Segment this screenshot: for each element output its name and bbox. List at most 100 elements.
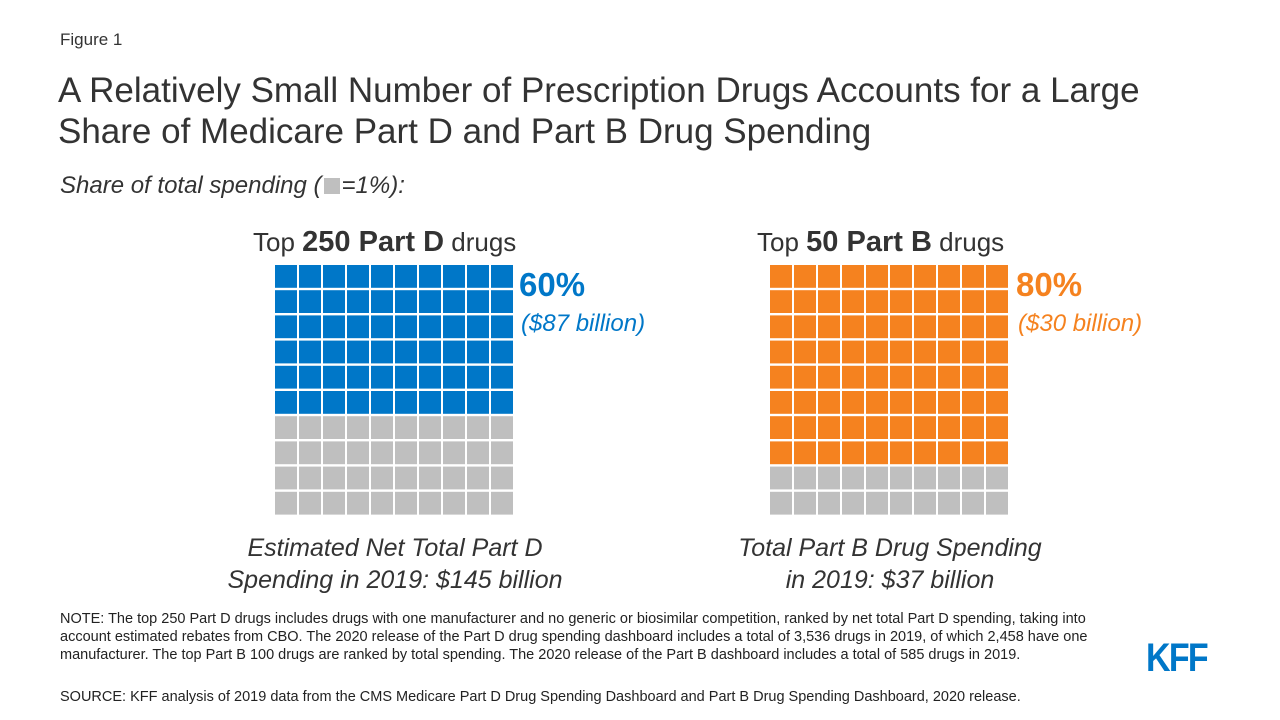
part-b-filled-cell [842, 441, 864, 465]
part-b-filled-cell [794, 441, 816, 465]
part-b-filled-cell [842, 365, 864, 389]
part-b-filled-cell [866, 391, 888, 414]
part-b-empty-cell [842, 466, 864, 490]
part-b-filled-cell [962, 340, 984, 364]
part-b-empty-cell [914, 491, 936, 515]
part-b-filled-cell [890, 365, 912, 389]
part-b-filled-cell [962, 391, 984, 414]
part-d-empty-cell [299, 491, 321, 515]
part-d-filled-cell [323, 365, 345, 389]
part-d-filled-cell [395, 365, 417, 389]
part-d-filled-cell [275, 365, 297, 389]
part-b-header: Top 50 Part B drugs [757, 226, 1005, 258]
part-d-filled-cell [275, 391, 297, 414]
part-b-percent: 80% [1016, 266, 1083, 303]
part-b-filled-cell [842, 340, 864, 364]
part-b-filled-cell [986, 391, 1008, 414]
part-d-empty-cell [443, 416, 465, 439]
part-d-filled-cell [419, 265, 441, 288]
part-d-filled-cell [371, 365, 393, 389]
part-b-filled-cell [770, 290, 792, 313]
part-b-filled-cell [770, 416, 792, 439]
chart-title: A Relatively Small Number of Prescriptio… [58, 71, 1140, 151]
part-b-filled-cell [770, 265, 792, 288]
part-d-empty-cell [347, 466, 369, 490]
part-b-amount: ($30 billion) [1018, 310, 1143, 337]
part-d-filled-cell [443, 365, 465, 389]
part-b-filled-cell [818, 365, 840, 389]
part-b-filled-cell [866, 315, 888, 339]
part-d-empty-cell [371, 416, 393, 439]
part-d-filled-cell [323, 265, 345, 288]
part-b-filled-cell [866, 365, 888, 389]
part-b-empty-cell [962, 466, 984, 490]
note-text: NOTE: The top 250 Part D drugs includes … [60, 611, 1088, 663]
part-d-filled-cell [491, 290, 513, 313]
part-d-empty-cell [323, 416, 345, 439]
part-b-filled-cell [938, 315, 960, 339]
part-b-filled-cell [914, 315, 936, 339]
part-d-filled-cell [299, 365, 321, 389]
part-d-filled-cell [443, 391, 465, 414]
part-b-filled-cell [794, 416, 816, 439]
part-d-filled-cell [443, 340, 465, 364]
part-d-empty-cell [419, 416, 441, 439]
kff-logo: KFF [1146, 636, 1209, 680]
part-b-filled-cell [794, 391, 816, 414]
part-b-filled-cell [914, 290, 936, 313]
part-d-empty-cell [443, 491, 465, 515]
part-b-filled-cell [914, 340, 936, 364]
part-d-filled-cell [419, 290, 441, 313]
part-d-empty-cell [467, 416, 489, 439]
part-b-filled-cell [890, 391, 912, 414]
part-b-filled-cell [962, 265, 984, 288]
part-b-filled-cell [770, 391, 792, 414]
part-d-filled-cell [323, 290, 345, 313]
part-d-filled-cell [395, 340, 417, 364]
part-b-filled-cell [866, 290, 888, 313]
part-d-percent: 60% [519, 266, 586, 303]
part-d-filled-cell [467, 315, 489, 339]
part-d-empty-cell [323, 491, 345, 515]
part-b-filled-cell [986, 416, 1008, 439]
part-b-filled-cell [938, 441, 960, 465]
part-b-filled-cell [962, 365, 984, 389]
part-d-empty-cell [275, 416, 297, 439]
part-b-filled-cell [938, 391, 960, 414]
part-b-filled-cell [986, 441, 1008, 465]
part-d-filled-cell [443, 290, 465, 313]
part-b-filled-cell [914, 416, 936, 439]
part-d-filled-cell [491, 365, 513, 389]
part-d-empty-cell [371, 491, 393, 515]
part-b-filled-cell [962, 315, 984, 339]
part-d-empty-cell [443, 441, 465, 465]
part-b-filled-cell [818, 441, 840, 465]
part-d-filled-cell [275, 340, 297, 364]
part-b-filled-cell [818, 315, 840, 339]
part-d-empty-cell [491, 416, 513, 439]
part-d-empty-cell [443, 466, 465, 490]
part-d-empty-cell [299, 441, 321, 465]
part-d-empty-cell [275, 441, 297, 465]
part-d-empty-cell [299, 416, 321, 439]
part-d-filled-cell [275, 315, 297, 339]
part-d-filled-cell [347, 391, 369, 414]
part-b-filled-cell [842, 416, 864, 439]
figure-label: Figure 1 [60, 30, 123, 49]
part-d-filled-cell [419, 391, 441, 414]
part-b-empty-cell [914, 466, 936, 490]
part-d-footer: Estimated Net Total Part D Spending in 20… [227, 534, 563, 594]
part-b-filled-cell [842, 265, 864, 288]
part-d-filled-cell [395, 315, 417, 339]
part-d-empty-cell [467, 491, 489, 515]
part-d-filled-cell [491, 265, 513, 288]
part-d-amount: ($87 billion) [521, 310, 646, 337]
part-d-filled-cell [371, 391, 393, 414]
part-d-empty-cell [323, 466, 345, 490]
part-b-filled-cell [890, 265, 912, 288]
part-b-filled-cell [818, 340, 840, 364]
part-b-empty-cell [770, 466, 792, 490]
subtitle-unit: =1%): [341, 172, 405, 199]
part-b-filled-cell [794, 365, 816, 389]
